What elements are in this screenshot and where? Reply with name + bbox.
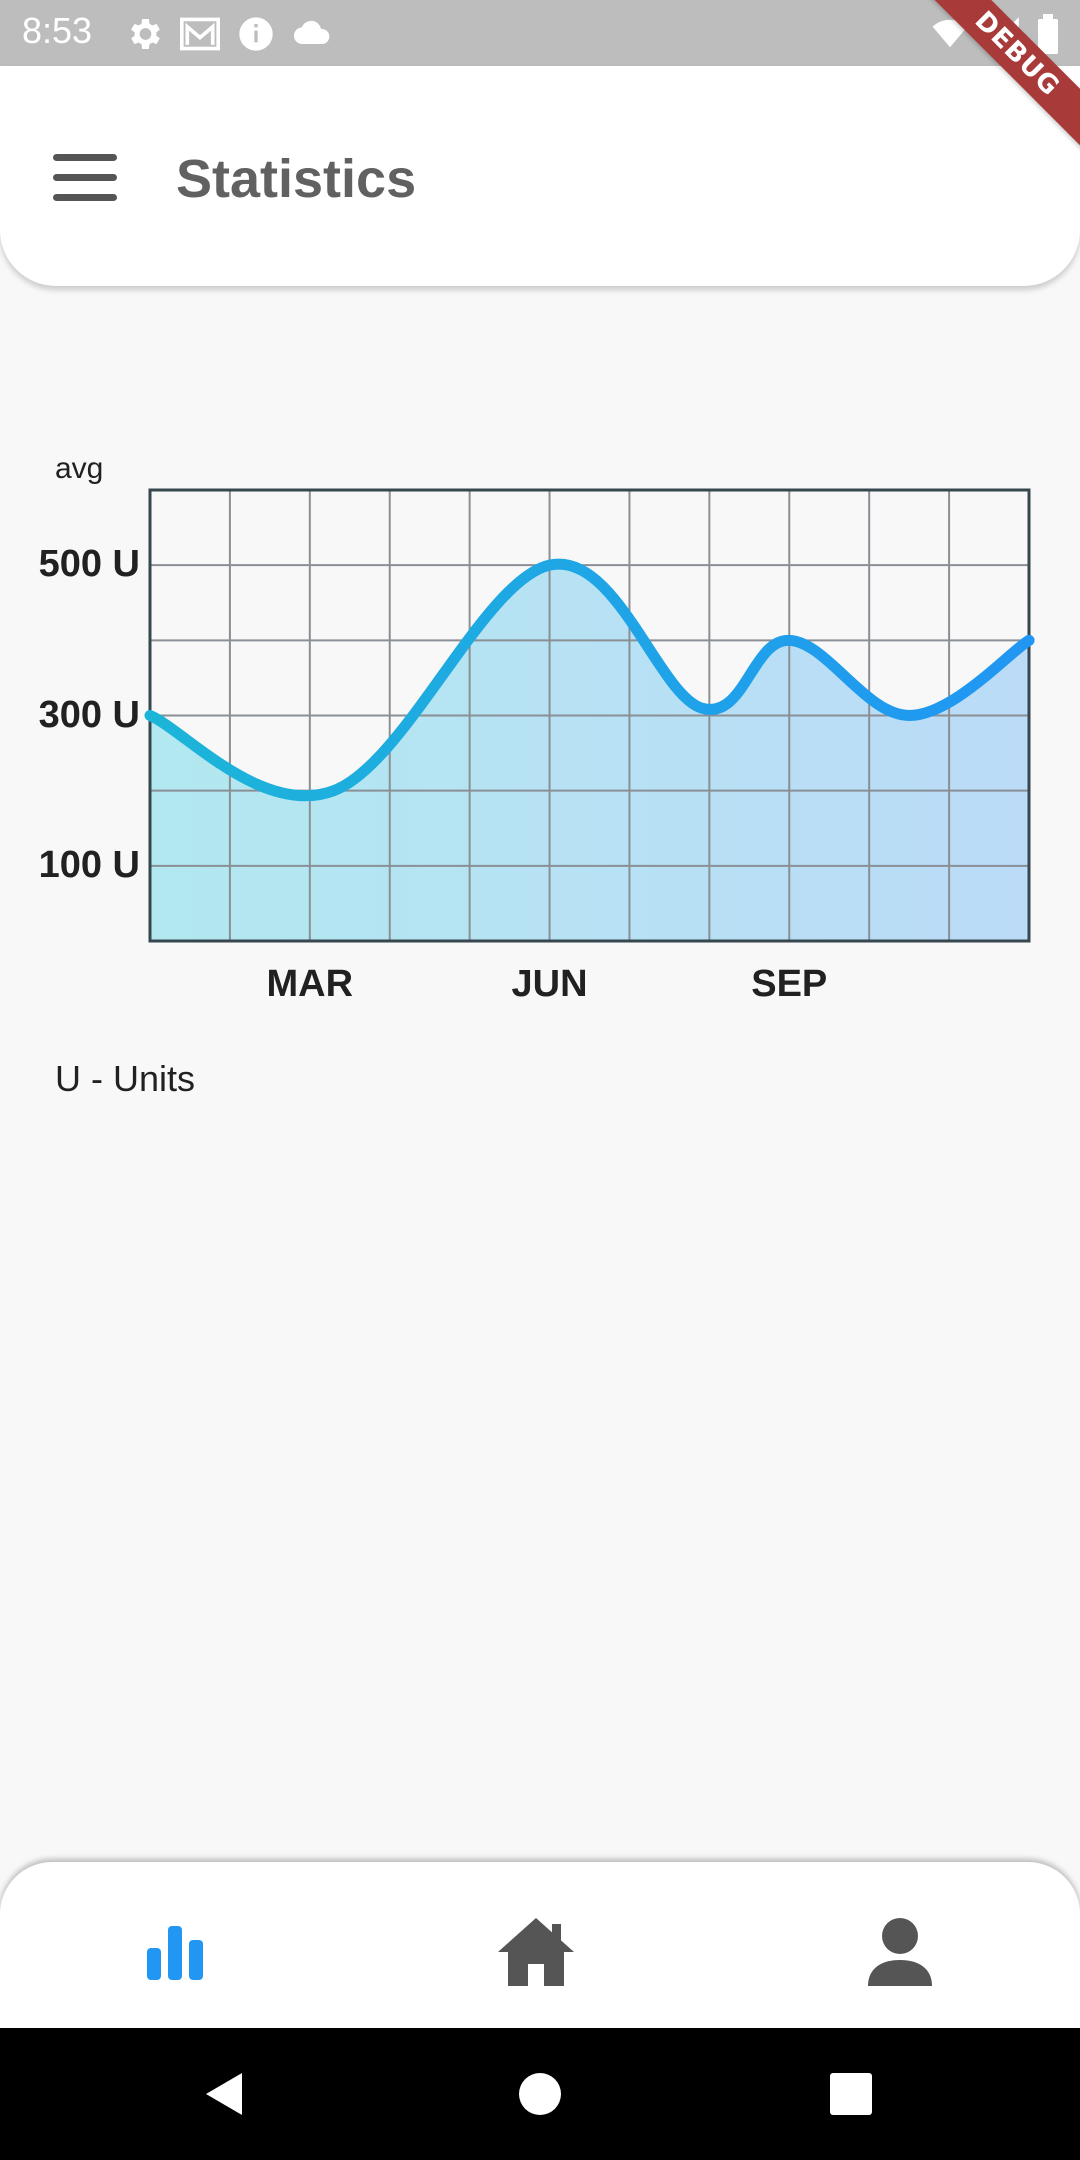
recents-icon	[830, 2073, 872, 2115]
x-tick-label: MAR	[266, 963, 354, 1005]
home-circle-icon	[519, 2073, 561, 2115]
menu-icon	[53, 154, 117, 201]
x-tick-label: SEP	[751, 963, 828, 1005]
system-nav-bar	[0, 2028, 1080, 2160]
chart-area-fill	[150, 564, 1029, 941]
units-legend-note: U - Units	[55, 1058, 196, 1099]
chart-plot	[144, 488, 1035, 943]
y-axis-unit-label: avg	[55, 452, 104, 485]
status-time: 8:53	[22, 10, 93, 51]
data-point	[328, 785, 339, 796]
nav-item-profile[interactable]	[850, 1912, 950, 1992]
back-button[interactable]	[190, 2064, 260, 2124]
mail-icon	[178, 14, 222, 54]
statistics-chart: avg 500 U 300 U 100 U MAR JUN SEP	[0, 430, 1080, 1030]
x-tick-label: JUN	[511, 963, 588, 1005]
nav-item-statistics[interactable]	[125, 1912, 225, 1992]
home-icon	[498, 1918, 574, 1986]
data-point	[696, 702, 707, 713]
bar-chart-icon	[147, 1926, 203, 1980]
person-icon	[868, 1918, 932, 1986]
status-left-icons	[124, 14, 332, 54]
recents-button[interactable]	[816, 2064, 886, 2124]
home-system-button[interactable]	[505, 2064, 575, 2124]
back-icon	[206, 2073, 242, 2115]
bottom-nav	[0, 1862, 1080, 2028]
y-tick-label: 100 U	[38, 843, 140, 886]
series-line	[144, 558, 1035, 802]
y-tick-label: 300 U	[38, 693, 140, 736]
data-point	[1023, 634, 1035, 646]
status-bar: 8:53	[0, 0, 1080, 66]
app-bar: Statistics	[0, 66, 1080, 286]
info-icon	[236, 14, 276, 54]
cloud-icon	[290, 14, 332, 54]
data-point	[904, 710, 915, 721]
wifi-icon	[930, 14, 970, 59]
data-point	[784, 635, 795, 646]
data-point	[544, 560, 555, 571]
y-tick-label: 500 U	[38, 543, 140, 586]
battery-icon	[1036, 14, 1060, 59]
nav-item-home[interactable]	[486, 1912, 586, 1992]
page-title: Statistics	[176, 149, 417, 209]
gear-icon	[124, 14, 164, 54]
menu-button[interactable]	[40, 138, 130, 218]
data-point	[145, 710, 156, 721]
